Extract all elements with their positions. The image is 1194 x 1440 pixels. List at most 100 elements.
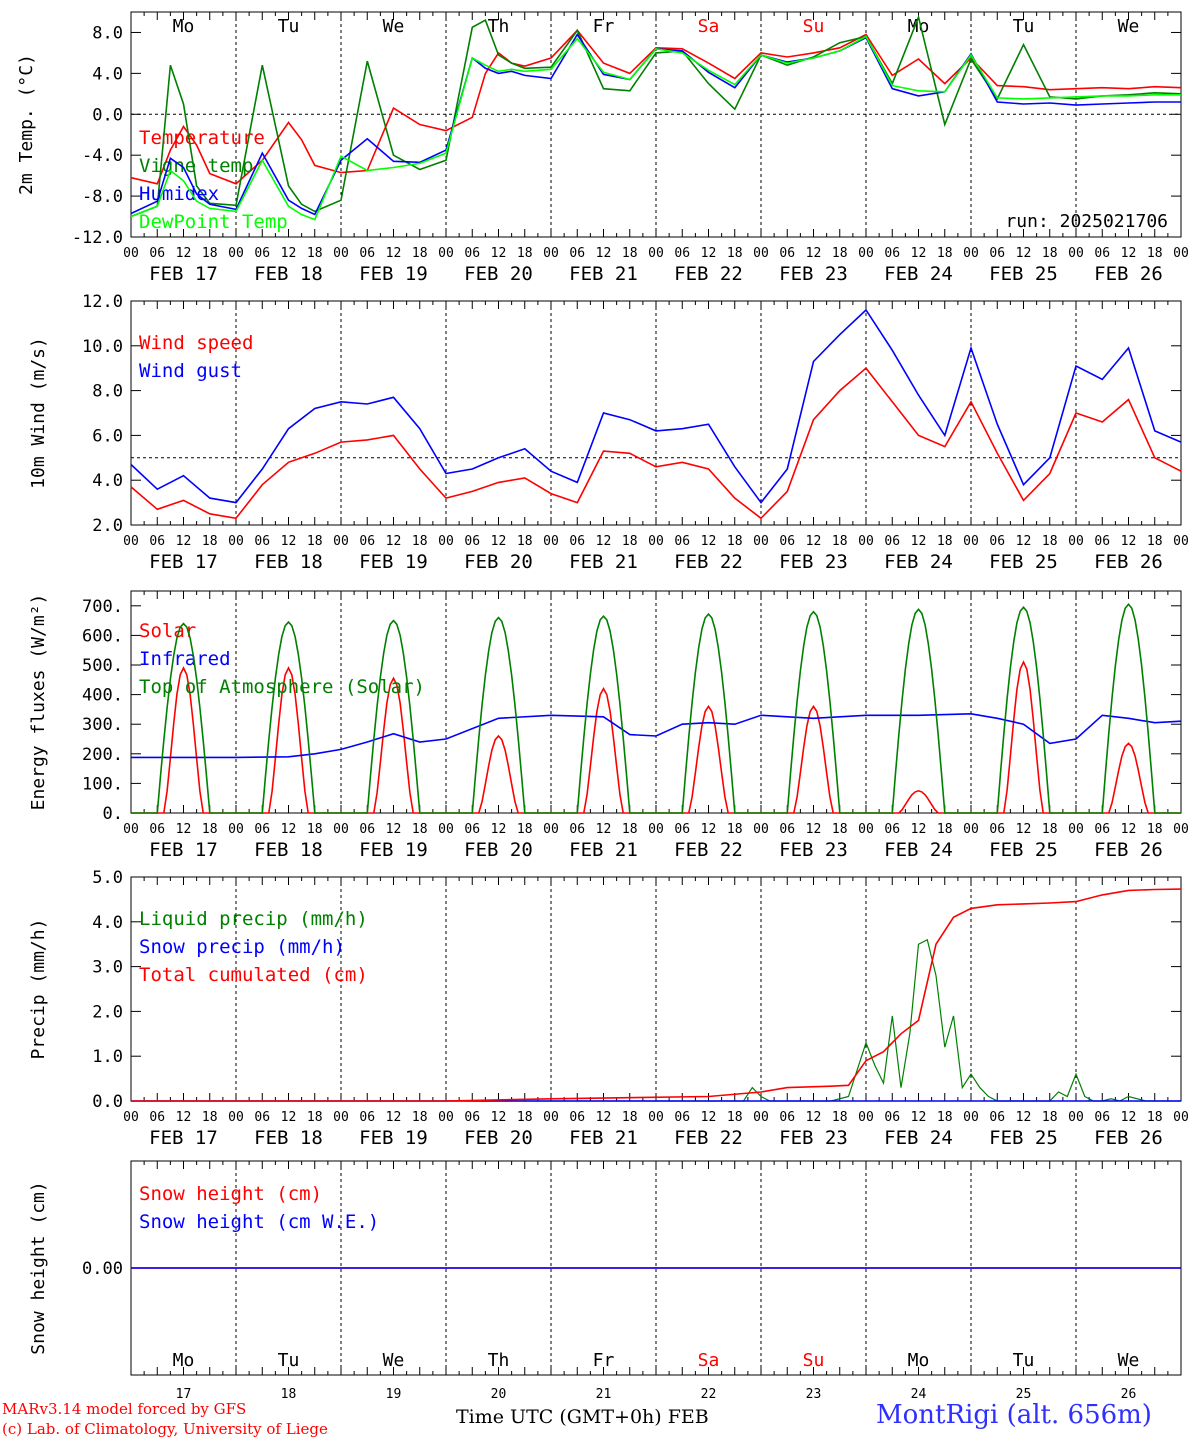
- date-label: FEB 26: [1094, 1127, 1163, 1149]
- y-tick-label: 2.0: [92, 516, 123, 536]
- hour-tick-label: 18: [622, 1110, 638, 1125]
- hour-tick-label: 00: [1173, 822, 1189, 837]
- y-tick-label: 300.: [82, 715, 123, 735]
- hour-tick-label: 06: [359, 534, 375, 549]
- day-number: 19: [386, 1387, 402, 1402]
- hour-tick-label: 18: [832, 246, 848, 261]
- hour-tick-label: 06: [359, 246, 375, 261]
- hour-tick-label: 06: [674, 822, 690, 837]
- hour-tick-label: 00: [753, 822, 769, 837]
- hour-tick-label: 00: [858, 246, 874, 261]
- hour-tick-label: 18: [1042, 1110, 1058, 1125]
- legend-temperature: Temperature: [139, 127, 265, 149]
- hour-tick-label: 12: [1121, 534, 1137, 549]
- weekday-label: Tu: [1013, 16, 1035, 37]
- hour-tick-label: 00: [438, 822, 454, 837]
- y-tick-label: 600.: [82, 626, 123, 646]
- hour-tick-label: 12: [1121, 1110, 1137, 1125]
- legend-snow-height-cm-w-e-: Snow height (cm W.E.): [139, 1211, 379, 1233]
- date-label: FEB 19: [359, 263, 428, 285]
- hour-tick-label: 18: [937, 246, 953, 261]
- date-label: FEB 21: [569, 1127, 638, 1149]
- date-label: FEB 17: [149, 839, 218, 861]
- hour-tick-label: 06: [1094, 1110, 1110, 1125]
- date-label: FEB 24: [884, 263, 953, 285]
- y-tick-label: 8.0: [92, 382, 123, 402]
- hour-tick-label: 18: [622, 534, 638, 549]
- date-label: FEB 22: [674, 551, 743, 573]
- legend-liquid-precip-mm-h-: Liquid precip (mm/h): [139, 908, 368, 930]
- hour-tick-label: 00: [648, 534, 664, 549]
- day-number: 24: [911, 1387, 927, 1402]
- hour-tick-label: 06: [569, 534, 585, 549]
- hour-tick-label: 00: [123, 246, 139, 261]
- date-label: FEB 17: [149, 551, 218, 573]
- y-tick-label: 10.0: [82, 337, 123, 357]
- hour-tick-label: 00: [963, 822, 979, 837]
- y-tick-label: 4.0: [92, 913, 123, 933]
- date-label: FEB 22: [674, 839, 743, 861]
- hour-tick-label: 18: [307, 1110, 323, 1125]
- hour-tick-label: 06: [254, 822, 270, 837]
- hour-tick-label: 18: [202, 1110, 218, 1125]
- hour-tick-label: 18: [412, 822, 428, 837]
- weekday-label: Sa: [698, 1350, 720, 1371]
- series-line-dewpoint-temp: [130, 35, 1181, 221]
- hour-tick-label: 18: [517, 534, 533, 549]
- hour-tick-label: 18: [1147, 822, 1163, 837]
- hour-tick-label: 18: [1042, 246, 1058, 261]
- hour-tick-label: 12: [176, 246, 192, 261]
- hour-tick-label: 18: [412, 1110, 428, 1125]
- date-label: FEB 17: [149, 263, 218, 285]
- day-number: 17: [176, 1387, 192, 1402]
- y-tick-label: 12.0: [82, 292, 123, 312]
- date-label: FEB 21: [569, 551, 638, 573]
- hour-tick-label: 06: [674, 246, 690, 261]
- weekday-label: We: [383, 1350, 405, 1371]
- hour-tick-label: 18: [517, 246, 533, 261]
- hour-tick-label: 00: [543, 1110, 559, 1125]
- hour-tick-label: 00: [753, 534, 769, 549]
- hour-tick-label: 12: [806, 822, 822, 837]
- y-tick-label: 0.0: [92, 105, 123, 125]
- hour-tick-label: 06: [464, 534, 480, 549]
- hour-tick-label: 12: [911, 822, 927, 837]
- legend-snow-height-cm-: Snow height (cm): [139, 1183, 322, 1205]
- date-label: FEB 18: [254, 1127, 323, 1149]
- hour-tick-label: 12: [281, 1110, 297, 1125]
- weekday-label: We: [1118, 1350, 1140, 1371]
- y-tick-label: 5.0: [92, 868, 123, 888]
- hour-tick-label: 00: [228, 534, 244, 549]
- weekday-label: Mo: [173, 1350, 195, 1371]
- legend-wind-speed: Wind speed: [139, 332, 253, 354]
- hour-tick-label: 12: [806, 246, 822, 261]
- hour-tick-label: 00: [858, 534, 874, 549]
- hour-tick-label: 12: [281, 246, 297, 261]
- legend-dewpoint-temp: DewPoint Temp: [139, 211, 288, 233]
- hour-tick-label: 06: [989, 534, 1005, 549]
- hour-tick-label: 18: [727, 1110, 743, 1125]
- y-axis-label: 2m Temp. (°C): [16, 54, 37, 195]
- y-tick-label: 2.0: [92, 1002, 123, 1022]
- hour-tick-label: 00: [1068, 534, 1084, 549]
- hour-tick-label: 00: [1068, 1110, 1084, 1125]
- hour-tick-label: 00: [648, 246, 664, 261]
- hour-tick-label: 06: [254, 246, 270, 261]
- hour-tick-label: 12: [386, 1110, 402, 1125]
- hour-tick-label: 12: [806, 534, 822, 549]
- hour-tick-label: 18: [307, 822, 323, 837]
- hour-tick-label: 12: [701, 822, 717, 837]
- hour-tick-label: 00: [333, 246, 349, 261]
- hour-tick-label: 18: [727, 534, 743, 549]
- series-line-total-cumulated-cm-: [131, 888, 1182, 1102]
- hour-tick-label: 06: [779, 822, 795, 837]
- hour-tick-label: 12: [176, 534, 192, 549]
- weekday-label: Su: [803, 16, 825, 37]
- legend-humidex: Humidex: [139, 183, 219, 205]
- hour-tick-label: 06: [569, 246, 585, 261]
- station-name: MontRigi (alt. 656m): [876, 1400, 1152, 1430]
- weekday-label: Tu: [278, 1350, 300, 1371]
- weekday-label: We: [1118, 16, 1140, 37]
- lab-credit: (c) Lab. of Climatology, University of L…: [2, 1420, 328, 1438]
- hour-tick-label: 18: [832, 822, 848, 837]
